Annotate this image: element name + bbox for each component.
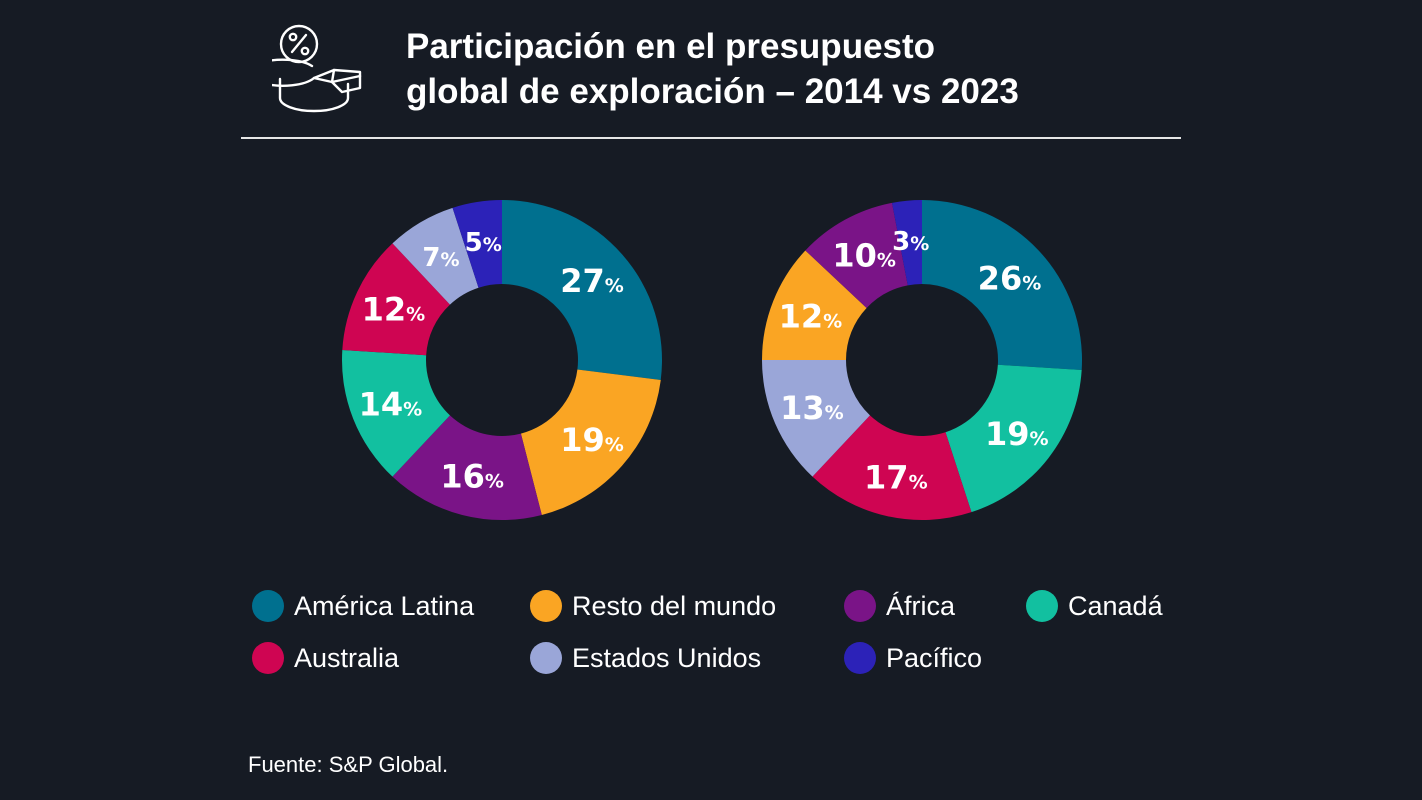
slice-2023-africa: [805, 202, 908, 308]
legend-label-pacifico: Pacífico: [886, 642, 983, 673]
legend-item-canada: Canadá: [1026, 588, 1163, 624]
slice-label-2023-resto-del-mundo: 12%: [779, 297, 843, 335]
legend-label-estados-unidos: Estados Unidos: [572, 642, 762, 673]
slice-2023-estados-unidos: [762, 360, 870, 477]
slice-2014-canada: [342, 349, 450, 477]
slice-label-2023-estados-unidos: 13%: [780, 389, 844, 427]
legend-swatch-australia: [252, 642, 284, 674]
slice-2023-canada: [945, 364, 1082, 513]
slice-2023-australia: [812, 415, 972, 521]
slice-2014-estados-unidos: [392, 207, 479, 305]
slice-2014-africa: [392, 415, 542, 520]
slice-label-2023-america-latina: 26%: [978, 259, 1042, 297]
title-line-2: global de exploración – 2014 vs 2023: [406, 72, 1019, 111]
legend-item-pacifico: Pacífico: [844, 640, 982, 676]
slice-label-2014-pacifico: 5%: [465, 228, 502, 258]
legend-item-africa: África: [844, 588, 955, 624]
legend-label-america-latina: América Latina: [294, 590, 475, 621]
legend-label-resto-del-mundo: Resto del mundo: [572, 590, 777, 621]
slice-2014-australia: [342, 243, 450, 356]
legend-label-australia: Australia: [294, 642, 400, 673]
donut-chart-2014: 27% 19% 16% 14% 12% 7%5%: [342, 200, 663, 520]
slice-label-2014-canada: 14%: [359, 386, 423, 424]
legend-swatch-africa: [844, 590, 876, 622]
slice-label-2014-africa: 16%: [440, 458, 504, 496]
legend-label-africa: África: [886, 590, 956, 621]
legend-item-resto-del-mundo: Resto del mundo: [530, 588, 776, 624]
legend-swatch-resto-del-mundo: [530, 590, 562, 622]
legend-label-canada: Canadá: [1068, 590, 1163, 621]
slice-label-2014-america-latina: 27%: [560, 262, 624, 300]
slice-label-2023-pacifico: 3%: [892, 227, 929, 257]
legend-swatch-america-latina: [252, 590, 284, 622]
legend-swatch-canada: [1026, 590, 1058, 622]
slice-label-2014-estados-unidos: 7%: [422, 243, 459, 273]
percent-pie-chart-icon: [272, 24, 362, 113]
title-line-1: Participación en el presupuesto: [406, 27, 936, 66]
legend-swatch-estados-unidos: [530, 642, 562, 674]
slice-label-2023-canada: 19%: [985, 415, 1049, 453]
slice-2014-america-latina: [502, 200, 663, 381]
chart-title: Participación en el presupuesto global d…: [406, 24, 1019, 114]
slice-2023-resto-del-mundo: [762, 250, 867, 360]
slice-2014-resto-del-mundo: [520, 369, 661, 515]
legend-item-america-latina: América Latina: [252, 588, 474, 624]
title-divider: [241, 137, 1181, 139]
donut-chart-2023: 26% 19% 17% 13% 12% 10%3%: [762, 200, 1082, 521]
donut-charts: 27% 19% 16% 14% 12% 7%5% 26% 19% 17% 13% 12% 10%3%: [342, 200, 1082, 521]
legend-item-estados-unidos: Estados Unidos: [530, 640, 761, 676]
slice-label-2023-africa: 10%: [832, 236, 896, 274]
legend: América Latina Resto del mundo África Canad…: [252, 588, 1192, 698]
slice-label-2023-australia: 17%: [864, 459, 928, 497]
slice-2023-america-latina: [922, 200, 1082, 371]
slice-2014-pacifico: [452, 200, 502, 288]
source-note: Fuente: S&P Global.: [248, 752, 449, 777]
slice-label-2014-resto-del-mundo: 19%: [560, 421, 624, 459]
legend-swatch-pacifico: [844, 642, 876, 674]
legend-item-australia: Australia: [252, 640, 399, 676]
slice-2023-pacifico: [892, 200, 922, 286]
slice-label-2014-australia: 12%: [362, 290, 426, 328]
